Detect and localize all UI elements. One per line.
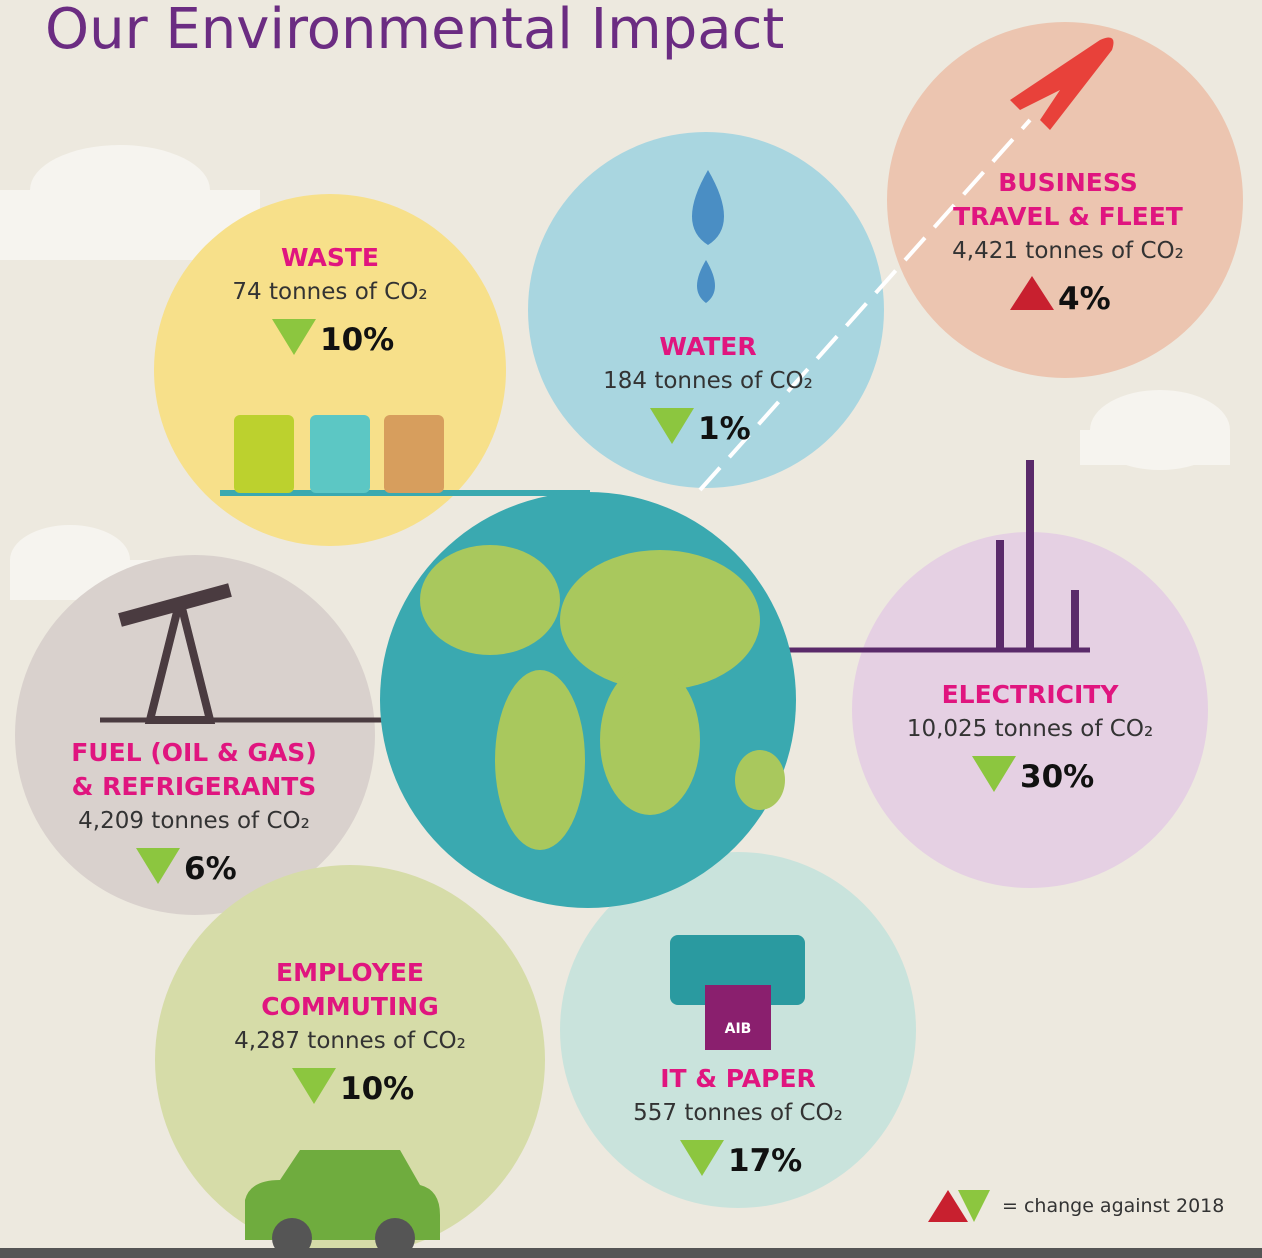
item-amount: 4,209 tonnes of CO₂ [78,808,310,834]
logo: AIB [725,1021,752,1037]
item-change: 1% [698,411,751,447]
footer-bar [0,1248,1262,1258]
item-heading: EMPLOYEE [276,958,424,987]
infographic: AIB Our Environmental Impact WASTE 74 ton… [0,0,1262,1258]
item-change: 30% [1020,759,1094,795]
item-amount: 557 tonnes of CO₂ [633,1100,843,1126]
legend-text: = change against 2018 [1002,1195,1224,1217]
item-heading: TRAVEL & FLEET [953,202,1183,231]
item-heading: COMMUTING [261,992,438,1021]
item-heading: FUEL (OIL & GAS) [71,738,317,767]
trash-bins [234,415,444,493]
title: Our Environmental Impact [45,0,784,62]
item-heading: & REFRIGERANTS [72,772,317,801]
item-change: 4% [1058,281,1111,317]
item-heading: BUSINESS [998,168,1138,197]
item-amount: 4,287 tonnes of CO₂ [234,1028,466,1054]
globe [380,492,796,908]
item-change: 17% [728,1143,802,1179]
item-amount: 74 tonnes of CO₂ [232,279,427,305]
item-heading: ELECTRICITY [942,680,1120,709]
item-change: 6% [184,851,237,887]
item-amount: 184 tonnes of CO₂ [603,368,813,394]
item-heading: IT & PAPER [660,1064,816,1093]
item-change: 10% [340,1071,414,1107]
item-heading: WASTE [281,243,379,272]
item-amount: 4,421 tonnes of CO₂ [952,238,1184,264]
item-change: 10% [320,322,394,358]
item-heading: WATER [659,332,756,361]
item-amount: 10,025 tonnes of CO₂ [907,716,1153,742]
